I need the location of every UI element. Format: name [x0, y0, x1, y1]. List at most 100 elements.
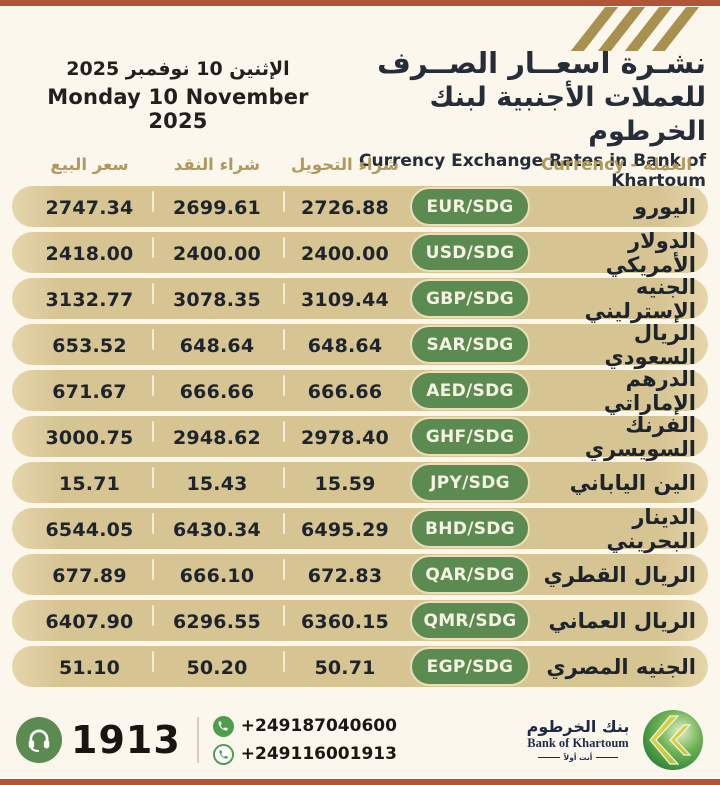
date-arabic: الإثنين 10 نوفمبر 2025: [66, 58, 290, 80]
column-divider: [152, 283, 154, 304]
column-divider: [283, 283, 285, 304]
currency-name-arabic: الدولار الأمريكي: [605, 228, 696, 277]
cash-buy-value: 2699.61: [173, 197, 261, 219]
bank-logo-sphere-icon: [642, 709, 704, 771]
column-header-transfer-buy: شراء التحويل: [290, 155, 400, 174]
currency-name-arabic: الدينار البحريني: [606, 504, 696, 553]
sell-price-value: 2418.00: [45, 243, 134, 265]
currency-name-arabic: اليورو: [634, 194, 696, 219]
column-divider: [152, 237, 154, 258]
cash-buy-value: 6430.34: [173, 519, 261, 541]
title-arabic-line1: نشـرة اسعــار الصــرف: [377, 46, 706, 80]
hotline-number: 1913: [71, 718, 181, 762]
currency-row: 6407.90 6296.55 6360.15 QMR/SDG الريال ا…: [12, 600, 708, 641]
bank-logo: بنك الخرطوم Bank of Khartoum أنت أولاً: [522, 709, 704, 771]
currency-row: 653.52 648.64 648.64 SAR/SDG الريال السع…: [12, 320, 708, 369]
gold-stripes-icon: [570, 7, 700, 51]
transfer-buy-value: 2400.00: [301, 243, 389, 265]
sell-price-value: 3132.77: [45, 289, 134, 311]
sell-price-value: 3000.75: [45, 427, 134, 449]
sell-price-value: 2747.34: [45, 197, 134, 219]
currency-name-arabic: الين الياباني: [569, 470, 696, 495]
currency-name-arabic: الجنيه المصري: [546, 654, 696, 679]
column-header-sell-price: سعر البيع: [50, 155, 129, 174]
column-divider: [152, 651, 154, 672]
column-divider: [152, 421, 154, 442]
currency-code-badge: USD/SDG: [410, 233, 530, 272]
transfer-buy-value: 2978.40: [301, 427, 389, 449]
currency-row: 671.67 666.66 666.66 AED/SDG الدرهم الإم…: [12, 366, 708, 415]
hotline-block: 1913: [16, 717, 181, 763]
phone-number: +249187040600: [240, 716, 397, 736]
currency-row: 677.89 666.10 672.83 QAR/SDG الريال القط…: [12, 554, 708, 595]
cash-buy-value: 648.64: [179, 335, 255, 357]
currency-row: 51.10 50.20 50.71 EGP/SDG الجنيه المصري: [12, 646, 708, 687]
currency-name-arabic: الفرنك السويسري: [584, 412, 696, 461]
transfer-buy-value: 672.83: [307, 565, 383, 587]
headset-icon: [16, 717, 62, 763]
whatsapp-contact-row: +249116001913: [212, 743, 397, 765]
transfer-buy-value: 648.64: [307, 335, 383, 357]
column-divider: [283, 513, 285, 534]
currency-row: 6544.05 6430.34 6495.29 BHD/SDG الدينار …: [12, 504, 708, 553]
column-divider: [283, 421, 285, 442]
phone-icon: [212, 715, 234, 737]
column-divider: [283, 191, 285, 212]
sell-price-value: 6407.90: [45, 611, 134, 633]
currency-code-badge: EGP/SDG: [410, 647, 530, 686]
column-header-cash-buy: شراء النقد: [173, 155, 261, 174]
currency-row: 3000.75 2948.62 2978.40 GHF/SDG الفرنك ا…: [12, 412, 708, 461]
phone-contact-row: +249187040600: [212, 715, 397, 737]
transfer-buy-value: 666.66: [307, 381, 383, 403]
sell-price-value: 15.71: [58, 473, 121, 495]
bank-name-english: Bank of Khartoum: [527, 736, 629, 751]
column-divider: [152, 191, 154, 212]
currency-code-badge: BHD/SDG: [410, 509, 530, 548]
currency-name-arabic: الدرهم الإماراتي: [603, 366, 696, 415]
bottom-border-bar: [0, 779, 720, 785]
bank-tagline: أنت أولاً: [522, 753, 634, 762]
sell-price-value: 653.52: [52, 335, 127, 357]
column-divider: [152, 559, 154, 580]
bank-logo-text: بنك الخرطوم Bank of Khartoum أنت أولاً: [522, 718, 634, 763]
currency-row: 15.71 15.43 15.59 JPY/SDG الين الياباني: [12, 462, 708, 503]
currency-row: 2418.00 2400.00 2400.00 USD/SDG الدولار …: [12, 228, 708, 277]
whatsapp-icon: [212, 743, 234, 765]
cash-buy-value: 15.43: [186, 473, 248, 495]
column-divider: [283, 237, 285, 258]
cash-buy-value: 6296.55: [173, 611, 261, 633]
sell-price-value: 51.10: [58, 657, 121, 679]
column-divider: [283, 467, 285, 488]
transfer-buy-value: 6495.29: [301, 519, 389, 541]
table-column-headers: سعر البيع شراء النقد شراء التحويل العملة…: [12, 155, 708, 179]
date-english: Monday 10 November 2025: [47, 85, 309, 133]
column-divider: [283, 605, 285, 626]
transfer-buy-value: 3109.44: [301, 289, 389, 311]
column-header-currency: العملة - Currency: [541, 155, 692, 174]
bank-name-arabic: بنك الخرطوم: [526, 716, 630, 736]
currency-code-badge: QAR/SDG: [410, 555, 530, 594]
currency-name-arabic: الريال العماني: [548, 608, 696, 633]
column-divider: [152, 329, 154, 350]
column-divider: [152, 467, 154, 488]
currency-name-arabic: الريال السعودي: [604, 320, 697, 369]
currency-code-badge: GHF/SDG: [410, 417, 530, 456]
column-divider: [152, 513, 154, 534]
cash-buy-value: 3078.35: [173, 289, 261, 311]
currency-code-badge: AED/SDG: [410, 371, 530, 410]
currency-row: 2747.34 2699.61 2726.88 EUR/SDG اليورو: [12, 186, 708, 227]
currency-code-badge: SAR/SDG: [410, 325, 530, 364]
sell-price-value: 6544.05: [45, 519, 134, 541]
cash-buy-value: 666.10: [179, 565, 255, 587]
cash-buy-value: 2400.00: [173, 243, 261, 265]
column-divider: [152, 375, 154, 396]
rates-table: 2747.34 2699.61 2726.88 EUR/SDG اليورو 2…: [12, 186, 708, 692]
currency-code-badge: EUR/SDG: [410, 187, 530, 226]
cash-buy-value: 2948.62: [173, 427, 261, 449]
cash-buy-value: 50.20: [186, 657, 248, 679]
transfer-buy-value: 2726.88: [301, 197, 389, 219]
currency-name-arabic: الريال القطري: [543, 562, 696, 587]
currency-code-badge: JPY/SDG: [410, 463, 530, 502]
column-divider: [283, 375, 285, 396]
